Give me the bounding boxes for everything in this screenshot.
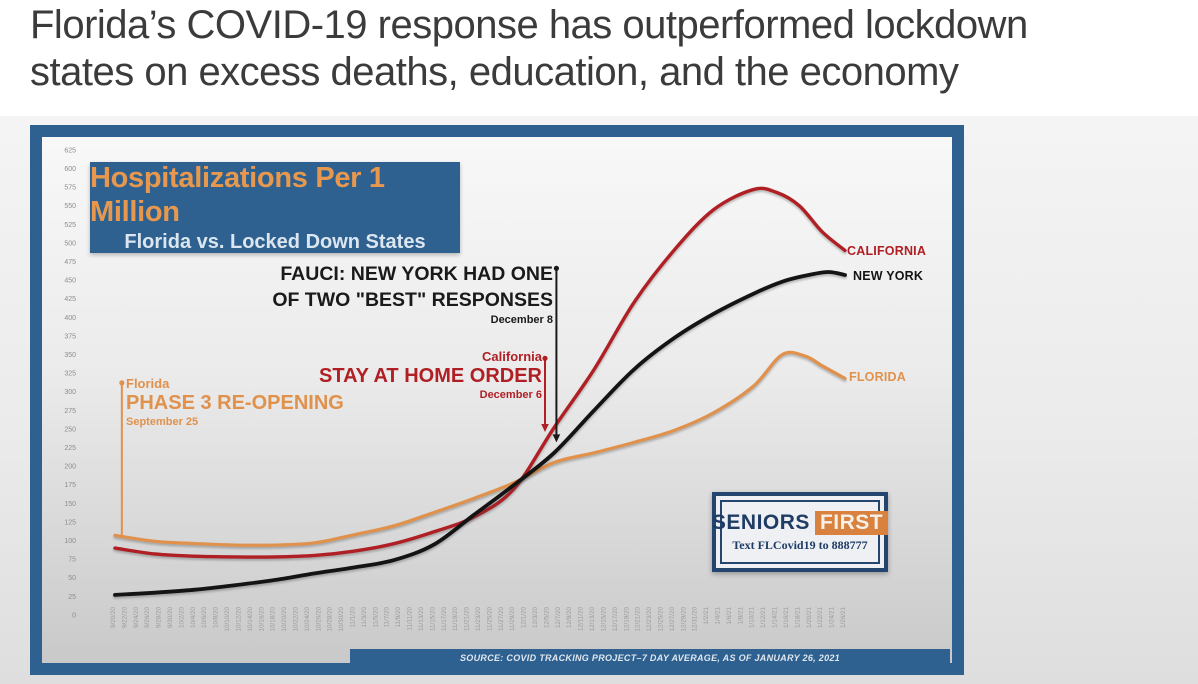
annotation-text: OF TWO "BEST" RESPONSES [272, 289, 553, 311]
source-text: SOURCE: COVID TRACKING PROJECT–7 DAY AVE… [460, 652, 840, 663]
source-bar: SOURCE: COVID TRACKING PROJECT–7 DAY AVE… [350, 649, 950, 666]
page-title: Florida’s COVID-19 response has outperfo… [30, 2, 1190, 96]
series-label-florida: FLORIDA [849, 370, 906, 384]
series-label-new-york: NEW YORK [853, 269, 924, 283]
annotation-florida-phase3: Florida PHASE 3 RE-OPENING September 25 [126, 377, 344, 428]
headline-line-2: states on excess deaths, education, and … [30, 50, 959, 94]
annotation-california-stay-at-home: California STAY AT HOME ORDER December 6 [319, 350, 542, 401]
seniors-first-brand: SENIORS FIRST [711, 511, 889, 535]
annotation-text: PHASE 3 RE-OPENING [126, 391, 344, 414]
series-label-california: CALIFORNIA [847, 244, 927, 258]
annotation-state: California [482, 349, 542, 364]
chart-title-box: Hospitalizations Per 1 Million Florida v… [90, 162, 460, 253]
brand-first: FIRST [814, 511, 889, 535]
annotation-text: STAY AT HOME ORDER [319, 364, 542, 387]
seniors-first-logo: SENIORS FIRST Text FLCovid19 to 888777 [712, 492, 889, 572]
brand-seniors: SENIORS [711, 511, 810, 534]
chart-subtitle: Florida vs. Locked Down States [124, 230, 426, 253]
annotation-date: December 8 [490, 314, 553, 326]
seniors-first-logo-inner: SENIORS FIRST Text FLCovid19 to 888777 [712, 500, 889, 564]
annotation-text: FAUCI: NEW YORK HAD ONE [280, 263, 553, 285]
annotation-state: Florida [126, 376, 170, 391]
annotation-date: September 25 [126, 415, 199, 428]
annotation-fauci-new-york: FAUCI: NEW YORK HAD ONE OF TWO "BEST" RE… [272, 261, 553, 327]
chart-title: Hospitalizations Per 1 Million [90, 161, 385, 228]
logo-tagline: Text FLCovid19 to 888777 [732, 538, 868, 552]
annotation-date: December 6 [479, 388, 542, 401]
headline-line-1: Florida’s COVID-19 response has outperfo… [30, 3, 1028, 47]
